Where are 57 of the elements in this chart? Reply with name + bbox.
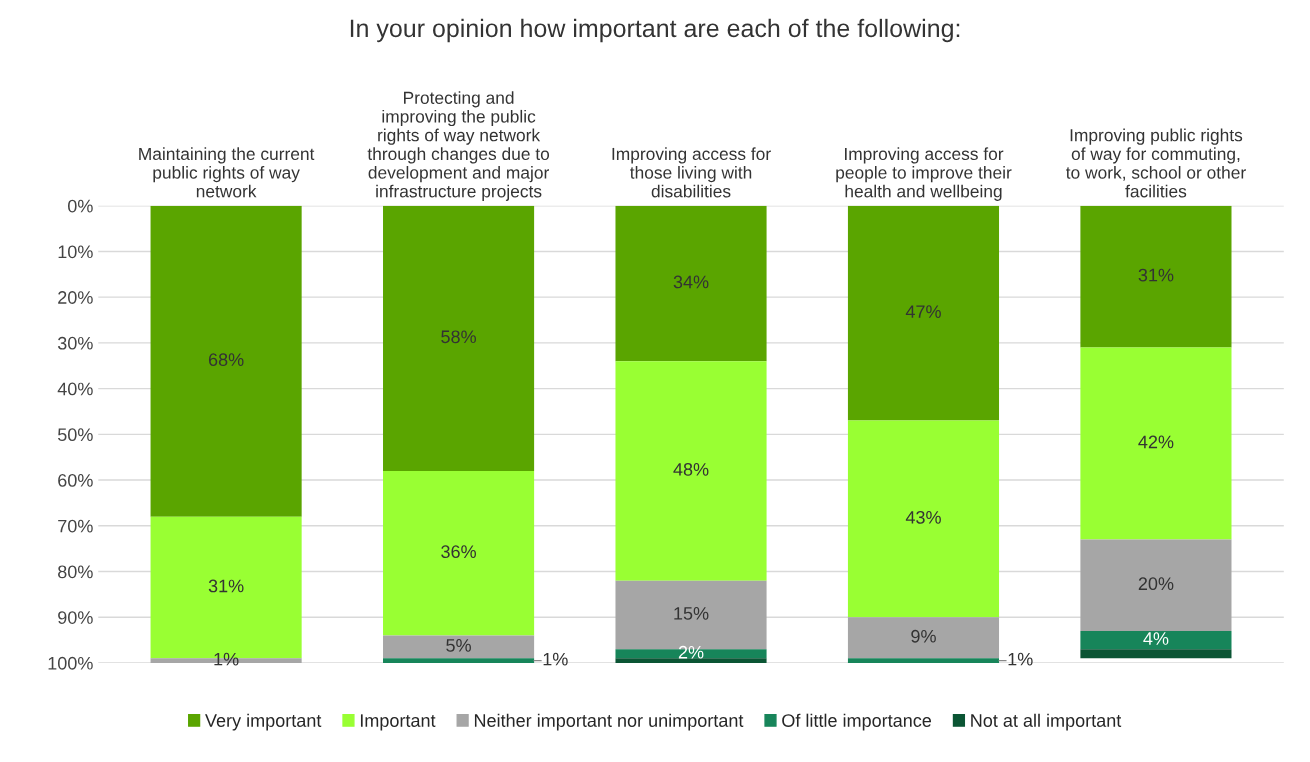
bar: [1080, 649, 1232, 659]
x-tick-label: Improving access for those living with disabilities: [612, 147, 771, 198]
y-tick-label: 10%: [58, 245, 93, 259]
data-label: 68%: [208, 353, 244, 367]
x-tick-label: Maintaining the current public rights of way network: [139, 147, 315, 198]
data-label: 1%: [543, 652, 568, 666]
legend-label: Not at all important: [971, 713, 1122, 731]
data-label: 48%: [673, 462, 709, 476]
data-label: 42%: [1138, 435, 1174, 449]
legend-label: Important: [360, 714, 436, 731]
y-tick-label: 60%: [58, 473, 93, 487]
y-tick-label: 80%: [58, 565, 93, 579]
data-label: 2%: [678, 645, 704, 659]
data-label: 9%: [911, 629, 936, 643]
data-label: 1%: [1008, 652, 1033, 666]
chart-title: In your opinion how important are each of the following:: [350, 18, 960, 43]
data-label: 43%: [905, 510, 941, 524]
bar: [847, 420, 1000, 618]
data-label: 34%: [673, 275, 709, 289]
bar: [847, 658, 1000, 663]
data-label: 36%: [441, 545, 476, 559]
bar: [383, 470, 535, 636]
bar: [383, 205, 535, 471]
data-label: 47%: [905, 305, 941, 318]
data-label: 31%: [1138, 268, 1174, 282]
bar: [615, 361, 767, 581]
y-tick-label: 20%: [58, 291, 93, 304]
bar: [847, 205, 1000, 421]
legend-label: Of little importance: [782, 713, 932, 731]
y-tick-label: 90%: [58, 611, 93, 624]
x-tick-label: Improving access for people to improve their health and wellbeing: [836, 147, 1012, 201]
legend-label: Very important: [205, 713, 322, 731]
bar: [150, 205, 302, 517]
y-tick-label: 40%: [57, 382, 93, 396]
bar: [615, 205, 767, 362]
data-label: 15%: [674, 607, 709, 620]
y-tick-label: 70%: [58, 519, 93, 533]
data-label: 31%: [208, 579, 244, 593]
bar: [1080, 539, 1232, 631]
data-label: 5%: [446, 639, 471, 652]
bar: [847, 617, 1000, 659]
bar: [1080, 205, 1232, 348]
data-label: 4%: [1143, 632, 1169, 645]
legend-label: Neither important nor unimportant: [474, 713, 744, 731]
y-tick-label: 100%: [48, 656, 93, 670]
x-tick-label: Protecting and improving the public rights of way network through changes due to development and major infrastructure projects: [367, 91, 550, 201]
bar: [615, 658, 767, 663]
bar: [383, 658, 535, 663]
bar: [1080, 347, 1232, 540]
bar: [1080, 630, 1232, 650]
data-label: 20%: [1138, 577, 1174, 591]
y-tick-label: 0%: [68, 199, 93, 213]
x-tick-label: Improving public rights of way for commuting, to work, school or other facilities: [1065, 128, 1246, 198]
y-tick-label: 50%: [57, 428, 93, 442]
bar: [383, 635, 535, 659]
data-label: 58%: [441, 330, 476, 344]
y-tick-label: 30%: [57, 336, 93, 350]
